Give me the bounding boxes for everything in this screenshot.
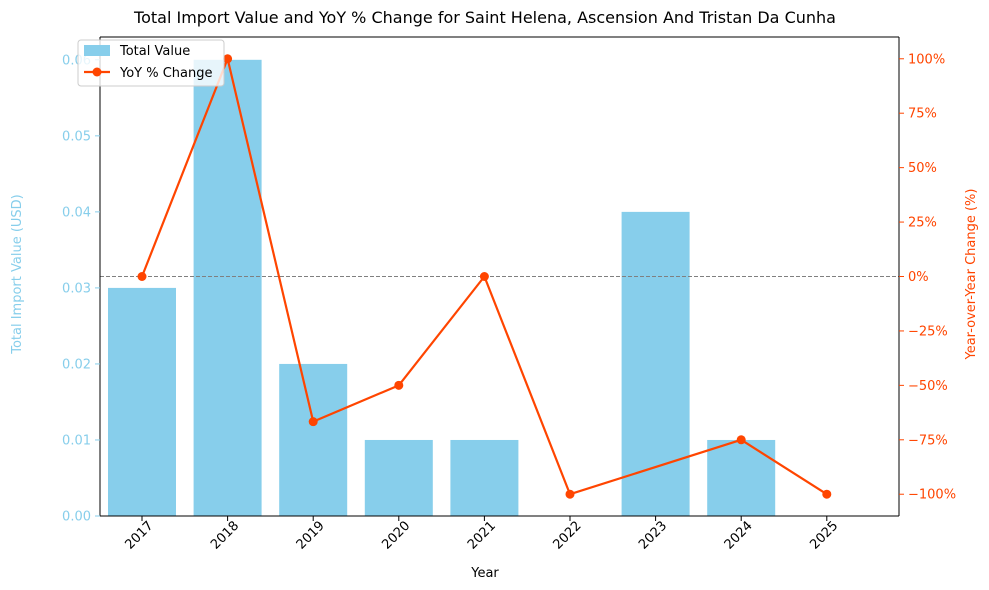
x-tick-label: 2023 (636, 519, 670, 553)
yoy-line (140, 57, 828, 496)
y-tick-label-left: 0.04 (62, 205, 91, 220)
y-tick-label-right: 50% (908, 161, 937, 176)
x-axis-label: Year (470, 566, 499, 581)
x-tick-label: 2024 (722, 519, 756, 553)
legend-swatch-bar (84, 45, 110, 56)
legend: Total Value YoY % Change (77, 39, 225, 87)
y-tick-label-left: 0.03 (62, 281, 91, 296)
x-tick-label: 2018 (208, 519, 242, 553)
x-tick-label: 2025 (807, 519, 841, 553)
y-axis-label-left: Total Import Value (USD) (10, 194, 25, 355)
bar (450, 439, 519, 516)
y-axis-label-right: Year-over-Year Change (%) (964, 189, 979, 361)
x-tick-label: 2019 (294, 519, 328, 553)
legend-box (77, 39, 225, 87)
yoy-point (479, 272, 489, 281)
y-tick-label-right: 0% (908, 270, 929, 285)
legend-label-bar: Total Value (119, 44, 190, 59)
legend-label-line: YoY % Change (119, 66, 213, 81)
y-tick-label-left: 0.02 (62, 357, 91, 372)
yoy-point (223, 54, 233, 64)
x-tick-label: 2022 (551, 519, 585, 553)
legend-swatch-marker (92, 67, 102, 77)
yoy-point (565, 489, 575, 499)
y-tick-label-right: 100% (908, 52, 945, 67)
bar (621, 211, 690, 516)
yoy-point (394, 380, 404, 390)
x-tick-label: 2020 (379, 519, 413, 553)
yoy-point (736, 435, 746, 445)
y-tick-label-right: −50% (908, 379, 948, 394)
yoy-point (137, 272, 147, 281)
y-tick-label-left: 0.05 (62, 129, 91, 144)
yoy-point (308, 417, 318, 427)
chart-title: Total Import Value and YoY % Change for … (133, 8, 836, 27)
bar (108, 287, 176, 516)
bar (364, 439, 433, 516)
plot-area: 2017 2018 2019 2020 2021 2022 2023 2024 2025 0.00… (62, 36, 956, 553)
y-tick-label-right: 25% (908, 216, 937, 231)
y-tick-label-right: −25% (908, 324, 948, 339)
x-tick-label: 2017 (123, 519, 157, 553)
bar (193, 59, 262, 517)
y-tick-label-right: −100% (908, 488, 956, 503)
y-tick-label-left: 0.00 (62, 510, 91, 525)
y-tick-label-right: 75% (908, 107, 937, 122)
bar (707, 439, 776, 516)
y-tick-label-right: −75% (908, 433, 948, 448)
bar (279, 363, 348, 516)
yoy-point (822, 489, 832, 499)
y-tick-label-left: 0.01 (62, 433, 91, 448)
x-tick-label: 2021 (465, 519, 499, 553)
